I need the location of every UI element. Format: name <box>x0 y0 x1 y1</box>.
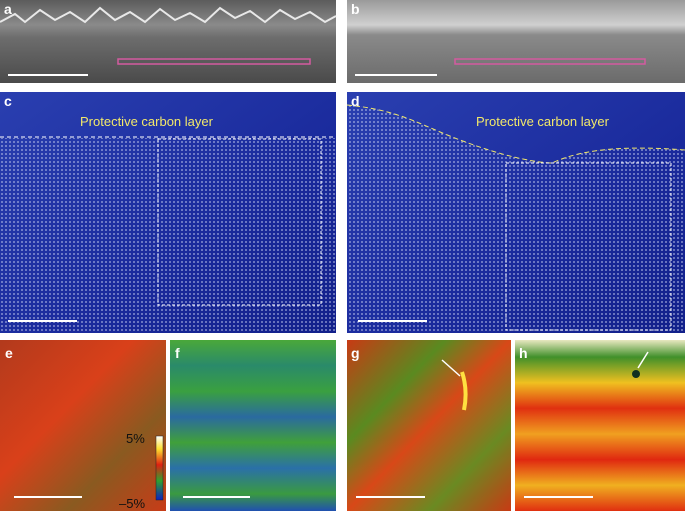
defect-feature <box>460 371 468 411</box>
panel-label: a <box>4 1 12 17</box>
strain-map <box>515 340 685 511</box>
panel-label: f <box>175 345 180 361</box>
surface-edge <box>0 6 337 24</box>
panel-label: e <box>5 345 13 361</box>
colorbar <box>155 435 164 501</box>
region-box <box>157 138 322 306</box>
atomic-lattice <box>0 138 336 333</box>
strain-map <box>170 340 336 511</box>
defect-feature <box>632 370 640 378</box>
panel-label: d <box>351 93 360 109</box>
strain-map <box>0 340 166 511</box>
region-box <box>505 162 672 331</box>
panel-label: h <box>519 345 528 361</box>
annotation: Protective carbon layer <box>476 114 610 129</box>
region-marker <box>454 58 646 65</box>
panel-label: b <box>351 1 360 17</box>
arrow <box>441 359 461 377</box>
colorbar-max: 5% <box>126 431 145 446</box>
annotation: Protective carbon layer <box>80 114 214 129</box>
strain-map <box>347 340 511 511</box>
colorbar-min: –5% <box>119 496 145 511</box>
interface-line <box>346 104 685 164</box>
sem-image <box>347 0 685 83</box>
region-marker <box>117 58 311 65</box>
arrow <box>637 351 649 369</box>
panel-label: c <box>4 93 12 109</box>
panel-label: g <box>351 345 360 361</box>
